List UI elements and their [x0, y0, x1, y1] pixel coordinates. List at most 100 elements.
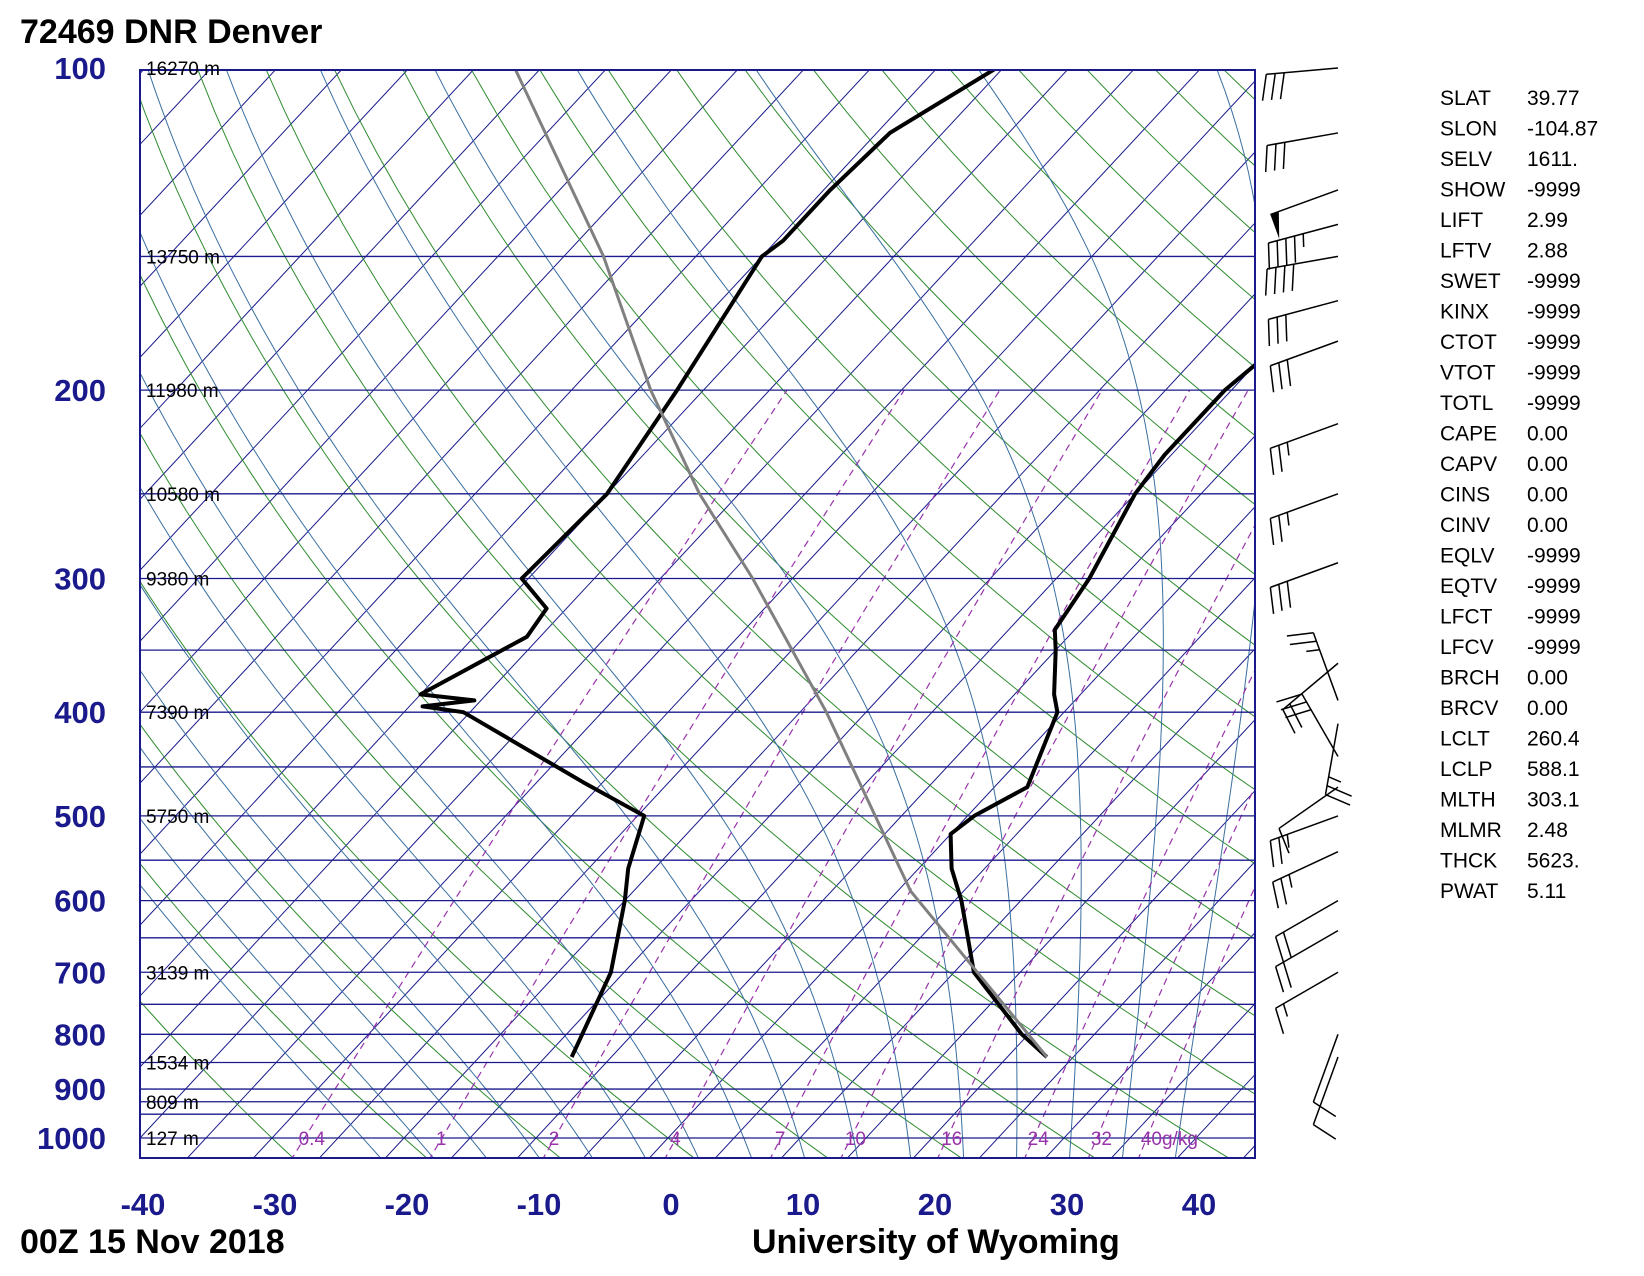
index-key: SLON — [1440, 118, 1497, 141]
index-key: LCLP — [1440, 758, 1493, 781]
index-value: 0.00 — [1527, 667, 1568, 690]
barb-staff — [1270, 562, 1339, 589]
index-value: 2.88 — [1527, 240, 1568, 263]
moist-adiabat-line — [434, 70, 965, 1158]
moist-adiabat-line — [140, 817, 435, 1158]
barb-staff — [1266, 255, 1339, 270]
barb-feather — [1278, 837, 1283, 865]
barb-feather — [1278, 584, 1283, 611]
dry-adiabat-line — [140, 97, 1096, 1158]
mixing-ratio-line — [1024, 669, 1255, 1158]
wind-barb — [1261, 67, 1339, 101]
temperature-tick-label: 0 — [662, 1187, 679, 1222]
dry-adiabat-line — [140, 273, 963, 1158]
index-value: 0.00 — [1527, 697, 1568, 720]
index-key: SLAT — [1440, 87, 1491, 110]
wind-barb — [1269, 340, 1339, 393]
barb-staff — [1282, 662, 1339, 711]
barb-staff — [1275, 929, 1339, 968]
isotherm-line — [140, 70, 870, 855]
barb-feather — [1289, 640, 1317, 646]
index-value: 2.99 — [1527, 209, 1568, 232]
mixing-ratio-label: 32 — [1091, 1129, 1112, 1150]
index-value: -104.87 — [1527, 118, 1598, 141]
pressure-tick-label: 100 — [54, 51, 106, 86]
temperature-tick-label: -20 — [385, 1187, 430, 1222]
moist-adiabat-line — [147, 70, 806, 1158]
mixing-ratio-label: 16 — [941, 1129, 962, 1150]
isotherm-line — [384, 222, 1255, 1158]
barb-feather — [1278, 828, 1290, 854]
barb-feather — [1286, 632, 1314, 637]
moist-adiabat-line — [140, 884, 382, 1158]
barb-feather — [1274, 936, 1285, 963]
wind-barb — [1274, 971, 1339, 1034]
height-label: 809 m — [146, 1093, 199, 1114]
index-key: BRCH — [1440, 667, 1500, 690]
wind-barb — [1264, 255, 1339, 296]
temperature-trace — [948, 362, 1255, 1059]
credit-label: University of Wyoming — [752, 1223, 1120, 1261]
index-value: 0.00 — [1527, 514, 1568, 537]
isotherm-line — [582, 435, 1255, 1158]
index-key: LFCT — [1440, 606, 1493, 629]
index-key: SELV — [1440, 148, 1492, 171]
isotherm-line — [780, 648, 1255, 1158]
isotherm-line — [140, 70, 210, 146]
barb-feather — [1282, 709, 1296, 734]
barb-feather — [1291, 264, 1295, 291]
barb-half-feather — [1286, 834, 1290, 848]
index-value: 5623. — [1527, 850, 1580, 873]
index-key: VTOT — [1440, 362, 1496, 385]
dry-adiabat-line — [140, 862, 428, 1158]
isotherm-line — [648, 506, 1255, 1158]
pressure-tick-label: 700 — [54, 955, 106, 990]
moist-adiabat-line — [755, 70, 1082, 1158]
barb-feather — [1285, 314, 1288, 342]
wind-barb — [1276, 693, 1339, 757]
moist-adiabat-line — [978, 70, 1164, 1158]
index-value: 303.1 — [1527, 789, 1580, 812]
index-value: 2.48 — [1527, 819, 1568, 842]
wind-barb — [1324, 723, 1352, 806]
barb-staff — [1312, 1056, 1339, 1125]
wind-barb — [1274, 929, 1339, 993]
isotherm-line — [140, 70, 474, 430]
barb-staff — [1312, 632, 1339, 701]
barb-half-feather — [1286, 442, 1290, 456]
isotherm-line — [714, 577, 1255, 1158]
height-label: 13750 m — [146, 247, 220, 268]
barb-feather — [1278, 515, 1283, 542]
barb-feather — [1285, 238, 1288, 266]
isotherm-line — [252, 80, 1255, 1158]
parcel-trace — [513, 70, 1049, 1058]
barb-feather — [1267, 319, 1271, 347]
barb-feather — [1325, 793, 1351, 806]
index-value: 39.77 — [1527, 87, 1580, 110]
index-key: LFTV — [1440, 240, 1491, 263]
index-value: -9999 — [1527, 392, 1581, 415]
wind-barb — [1269, 562, 1339, 614]
barb-feather — [1279, 72, 1285, 100]
barb-staff — [1272, 850, 1339, 883]
barb-staff — [1270, 189, 1339, 216]
barb-feather — [1278, 362, 1283, 390]
moist-adiabat-line — [140, 231, 753, 1158]
wind-barb — [1269, 493, 1339, 545]
index-key: PWAT — [1440, 880, 1498, 903]
index-value: -9999 — [1527, 270, 1581, 293]
wind-barb — [1267, 223, 1339, 270]
barb-half-feather — [1306, 648, 1320, 653]
isotherm-line — [978, 860, 1255, 1158]
barb-feather — [1282, 931, 1292, 958]
moist-adiabat-line — [140, 583, 593, 1158]
index-value: -9999 — [1527, 545, 1581, 568]
height-label: 10580 m — [146, 485, 220, 506]
index-key: MLTH — [1440, 789, 1496, 812]
moist-adiabat-line — [140, 486, 646, 1158]
index-key: CAPE — [1440, 423, 1497, 446]
index-value: 260.4 — [1527, 728, 1580, 751]
pressure-tick-label: 400 — [54, 695, 106, 730]
